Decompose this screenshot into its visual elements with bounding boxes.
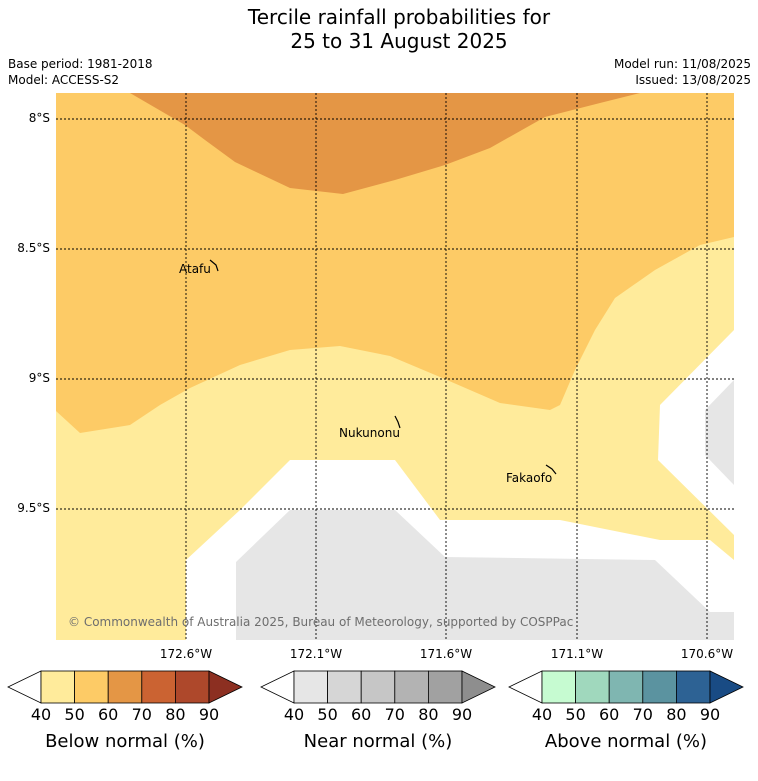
map-title-line-1: Tercile rainfall probabilities for	[247, 5, 551, 29]
model-run-text: Model run: 11/08/2025	[613, 57, 751, 71]
above-normal-swatch-50-60	[575, 670, 610, 704]
metadata-right: Model run: 11/08/2025 Issued: 13/08/2025	[614, 56, 751, 88]
below-normal-swatch-70-80	[141, 670, 176, 704]
above-normal-tick-70: 70	[632, 705, 653, 724]
below-normal-title: Below normal (%)	[45, 731, 205, 752]
near-normal-high-extend-triangle	[461, 670, 496, 704]
below-normal-swatch-60-70	[107, 670, 143, 704]
below-normal-tick-90: 90	[198, 705, 220, 724]
near-normal-colorbar	[260, 670, 496, 704]
lon-label-172-1w: 172.1°W	[289, 647, 343, 661]
issued-text: Issued: 13/08/2025	[635, 73, 751, 87]
above-normal-tick-80: 80	[666, 705, 687, 724]
island-coastlines	[209, 259, 557, 475]
above-normal-high-extend-triangle	[709, 670, 744, 704]
graticule	[56, 93, 734, 640]
above-normal-tick-50: 50	[565, 705, 586, 724]
above-normal-tick-40: 40	[531, 705, 553, 724]
near-normal-tick-60: 60	[351, 705, 372, 724]
below-normal-tick-40: 40	[30, 705, 52, 724]
below-normal-swatch-50-60	[74, 670, 109, 704]
above-normal-low-extend-triangle	[508, 670, 543, 704]
lon-label-171-1w: 171.1°W	[550, 647, 604, 661]
near-normal-swatch-70-80	[394, 670, 429, 704]
fakaofo-coastline	[545, 464, 557, 475]
map-title-line-2: 25 to 31 August 2025	[290, 29, 508, 53]
atafu-coastline	[209, 259, 219, 272]
below-normal-60-70-region	[130, 93, 640, 194]
below-normal-tick-70: 70	[131, 705, 152, 724]
below-normal-low-extend-triangle	[7, 670, 42, 704]
below-normal-colorbar	[7, 670, 243, 704]
place-label-nukunonu: Nukunonu	[339, 426, 400, 440]
lon-label-170-6w: 170.6°W	[680, 647, 734, 661]
above-normal-tick-60: 60	[599, 705, 620, 724]
copyright-notice: © Commonwealth of Australia 2025, Bureau…	[68, 615, 574, 629]
near-normal-tick-40: 40	[283, 705, 305, 724]
below-normal-tick-50: 50	[64, 705, 85, 724]
base-period-text: Base period: 1981-2018	[8, 57, 153, 71]
lat-label-9s: 9°S	[28, 371, 50, 385]
above-normal-swatch-40-50	[541, 670, 576, 704]
above-normal-colorbar	[508, 670, 744, 704]
lon-label-171-6w: 171.6°W	[419, 647, 473, 661]
near-normal-tick-70: 70	[384, 705, 405, 724]
below-normal-swatch-40-50	[40, 670, 75, 704]
near-normal-swatch-60-70	[360, 670, 396, 704]
model-text: Model: ACCESS-S2	[8, 73, 120, 87]
below-normal-tick-60: 60	[98, 705, 119, 724]
lon-label-172-6w: 172.6°W	[159, 647, 213, 661]
near-normal-low-extend-triangle	[260, 670, 295, 704]
near-normal-tick-50: 50	[317, 705, 338, 724]
place-label-atafu: Atafu	[179, 262, 211, 276]
near-normal-tick-90: 90	[451, 705, 473, 724]
near-normal-swatch-40-50	[293, 670, 328, 704]
above-normal-swatch-70-80	[642, 670, 677, 704]
above-normal-tick-90: 90	[699, 705, 721, 724]
lat-label-9-5s: 9.5°S	[17, 501, 50, 515]
lat-label-8-5s: 8.5°S	[17, 241, 50, 255]
below-normal-swatch-80-90	[174, 670, 210, 704]
place-label-fakaofo: Fakaofo	[506, 471, 553, 485]
metadata-left: Base period: 1981-2018 Model: ACCESS-S2	[8, 56, 153, 88]
lat-label-8s: 8°S	[28, 111, 50, 125]
below-normal-high-extend-triangle	[208, 670, 243, 704]
below-normal-50-60-region	[56, 93, 734, 433]
near-normal-swatch-80-90	[427, 670, 463, 704]
near-normal-40-50-region-east	[705, 380, 734, 485]
near-normal-tick-80: 80	[418, 705, 439, 724]
below-normal-tick-80: 80	[165, 705, 186, 724]
above-normal-swatch-80-90	[676, 670, 711, 704]
nukunonu-coastline	[394, 415, 401, 429]
near-normal-40-50-region	[236, 510, 734, 640]
above-normal-swatch-60-70	[608, 670, 644, 704]
near-normal-swatch-50-60	[327, 670, 362, 704]
above-normal-title: Above normal (%)	[544, 731, 708, 752]
near-normal-title: Near normal (%)	[303, 731, 453, 752]
colorbar-legends	[7, 670, 744, 704]
